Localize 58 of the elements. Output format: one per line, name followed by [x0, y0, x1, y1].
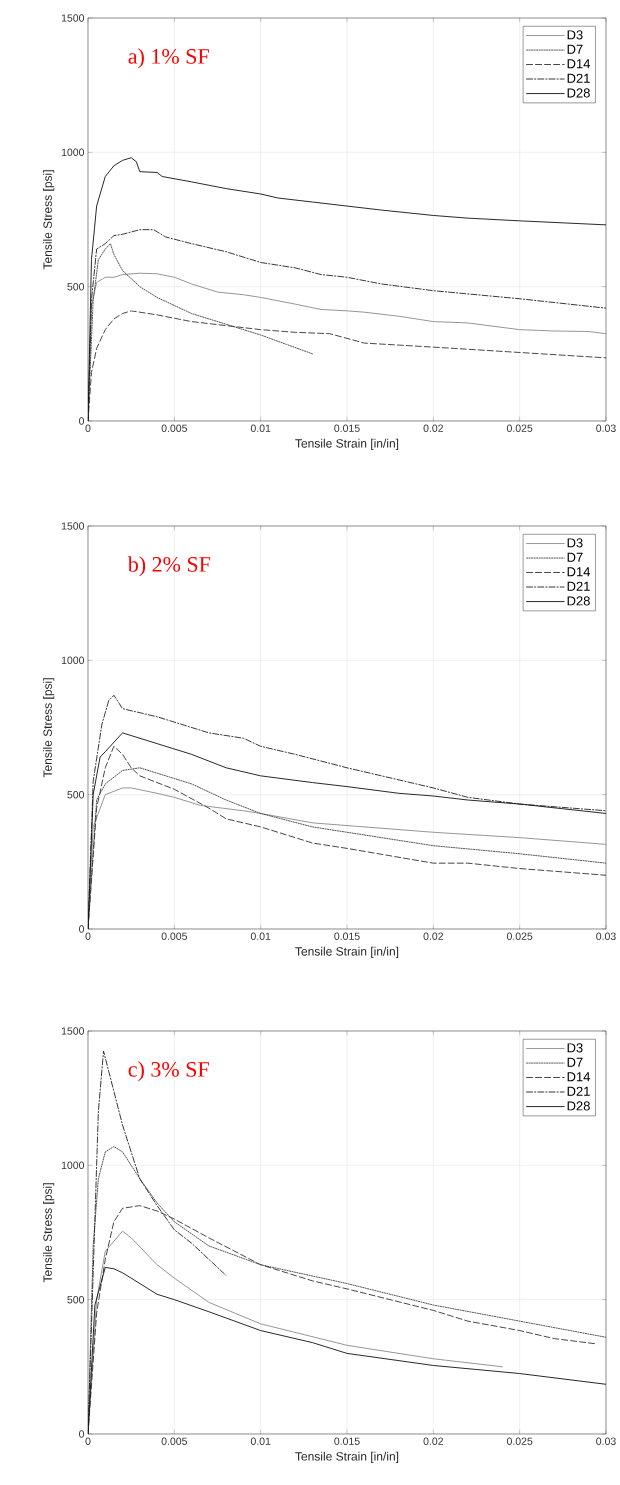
x-tick-label: 0.03: [596, 932, 616, 940]
text: a) 1% SF: [128, 48, 210, 69]
y-tick-label: 1000: [62, 656, 85, 665]
x-tick-label: 0.005: [161, 1437, 188, 1445]
y-tick-label: 500: [67, 282, 85, 291]
y-tick-label: 0: [79, 925, 85, 933]
legend-label: D21: [567, 1086, 591, 1096]
legend-label: D28: [567, 596, 591, 606]
x-tick-label: 0.005: [161, 424, 188, 432]
y-tick-label: 1000: [62, 1161, 85, 1170]
legend-label: D3: [567, 1043, 583, 1053]
x-tick-label: 0.01: [251, 1437, 271, 1445]
legend-label: D14: [567, 59, 591, 69]
x-tick-label: 0.02: [423, 424, 444, 432]
x-tick-label: 0.03: [596, 1437, 616, 1445]
x-tick-label: 0.01: [251, 424, 271, 432]
x-tick-label: 0.025: [507, 424, 533, 432]
legend-label: D7: [567, 1057, 583, 1067]
y-axis-title: Tensile Stress [psi]: [43, 678, 55, 778]
x-tick-label: 0.03: [596, 424, 616, 432]
x-tick-label: 0.015: [334, 1437, 360, 1445]
y-axis-title: Tensile Stress [psi]: [43, 1183, 55, 1283]
y-tick-label: 1000: [62, 148, 85, 157]
legend-label: D3: [567, 30, 583, 40]
legend-label: D28: [567, 88, 591, 98]
y-tick-label: 500: [67, 1295, 85, 1304]
x-tick-label: 0: [85, 1437, 91, 1445]
legend-label: D3: [567, 538, 583, 548]
legend-label: D14: [567, 1072, 591, 1082]
line-series: [88, 157, 607, 421]
y-axis-title: Tensile Stress [psi]: [43, 170, 55, 270]
x-axis-title: Tensile Strain [in/in]: [295, 438, 399, 451]
y-tick-label: 500: [67, 790, 85, 799]
y-tick-label: 0: [79, 1430, 85, 1438]
legend-label: D7: [567, 44, 583, 54]
y-tick-label: 1500: [62, 522, 85, 530]
y-tick-label: 0: [79, 417, 85, 425]
x-tick-label: 0.025: [507, 1437, 533, 1445]
x-tick-label: 0.02: [423, 1437, 444, 1445]
x-tick-label: 0.01: [251, 932, 271, 940]
x-tick-label: 0: [85, 424, 91, 432]
x-axis-title: Tensile Strain [in/in]: [295, 946, 399, 959]
legend-label: D7: [567, 552, 583, 562]
y-tick-label: 1500: [62, 1027, 85, 1035]
x-tick-label: 0.02: [423, 932, 444, 940]
x-tick-label: 0.005: [161, 932, 188, 940]
text: b) 2% SF: [128, 556, 211, 577]
legend-label: D14: [567, 567, 591, 577]
x-tick-label: 0.025: [507, 932, 533, 940]
legend-label: D21: [567, 581, 591, 591]
x-tick-label: 0.015: [334, 932, 360, 940]
x-tick-label: 0: [85, 932, 91, 940]
legend-label: D21: [567, 73, 591, 83]
y-tick-label: 1500: [62, 14, 85, 22]
x-tick-label: 0.015: [334, 424, 360, 432]
text: c) 3% SF: [128, 1061, 210, 1082]
x-axis-title: Tensile Strain [in/in]: [295, 1451, 399, 1464]
legend-label: D28: [567, 1101, 591, 1111]
